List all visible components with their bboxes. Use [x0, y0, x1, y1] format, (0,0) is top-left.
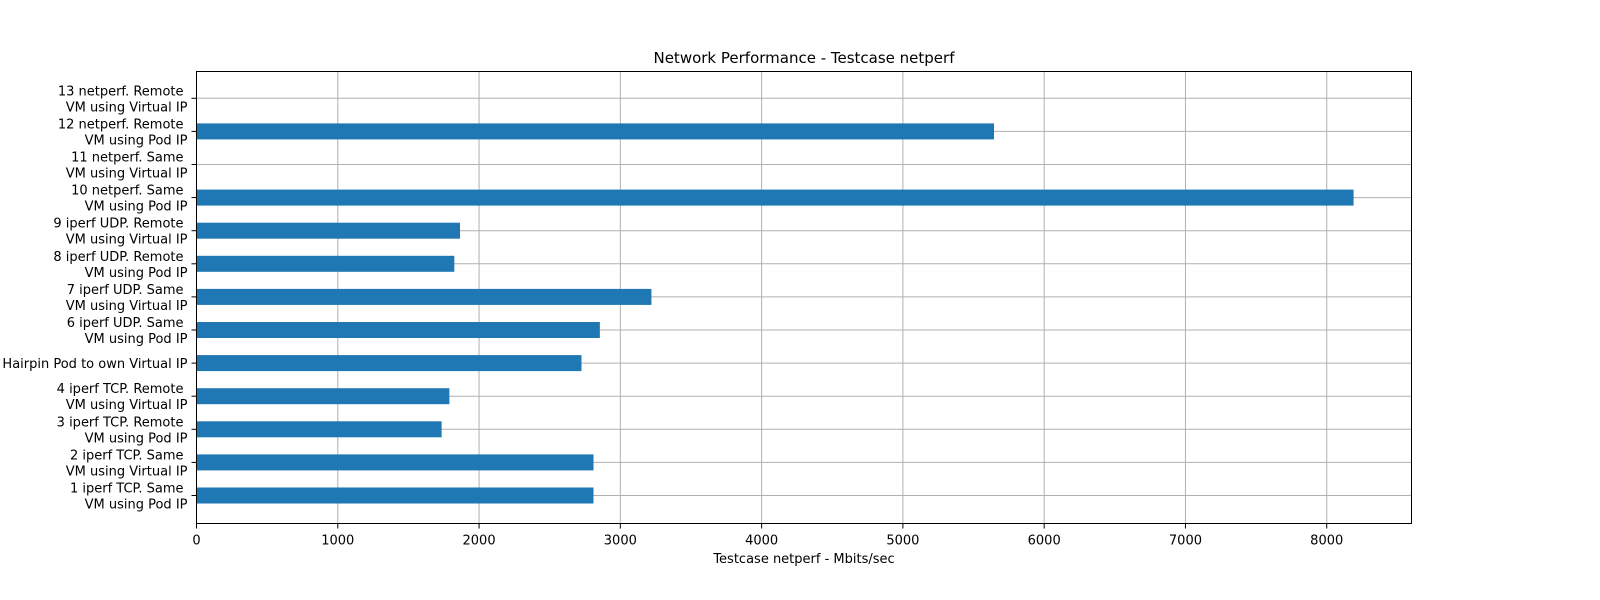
x-tick-label: 7000: [1169, 534, 1202, 549]
y-tick-label-line: VM using Pod IP: [85, 332, 188, 347]
y-tick-label: 7 iperf UDP. Same VM using Virtual IP: [66, 283, 188, 314]
y-tick-label-line: 2 iperf TCP. Same: [70, 448, 184, 463]
x-tick-label: 6000: [1028, 534, 1061, 549]
x-tick-label: 3000: [604, 534, 637, 549]
y-tick-label: 4 iperf TCP. Remote VM using Virtual IP: [57, 382, 188, 413]
y-tick-label: 5 Hairpin Pod to own Virtual IP: [0, 357, 188, 372]
y-tick-label: 11 netperf. Same VM using Virtual IP: [66, 151, 188, 182]
y-tick-label-line: 7 iperf UDP. Same: [67, 283, 184, 298]
y-tick-label-line: VM using Virtual IP: [66, 167, 188, 182]
bar: [196, 487, 594, 504]
y-tick-label-line: 12 netperf. Remote: [58, 117, 184, 132]
bar: [196, 322, 600, 338]
y-tick-label-line: VM using Virtual IP: [66, 398, 188, 413]
x-tick-label: 8000: [1310, 534, 1343, 549]
y-tick-label: 1 iperf TCP. Same VM using Pod IP: [70, 482, 188, 513]
bar: [196, 123, 995, 140]
y-tick-label-line: VM using Pod IP: [85, 498, 188, 513]
bars: [196, 123, 1354, 504]
x-tick-label: 2000: [463, 534, 496, 549]
y-tick-label: 3 iperf TCP. Remote VM using Pod IP: [57, 415, 188, 446]
y-tick-label: 8 iperf UDP. Remote VM using Pod IP: [53, 250, 187, 281]
y-tick-label: 10 netperf. Same VM using Pod IP: [71, 184, 188, 215]
y-tick-label: 12 netperf. Remote VM using Pod IP: [58, 117, 188, 148]
y-tick-label: 9 iperf UDP. Remote VM using Virtual IP: [53, 217, 187, 248]
y-tick-label-line: 6 iperf UDP. Same: [67, 316, 184, 331]
bar: [196, 388, 450, 405]
y-tick-label-line: 9 iperf UDP. Remote: [53, 217, 183, 232]
x-axis-ticks: 0 1000 2000 3000 4000 5000 6000 7000 8000: [192, 523, 1343, 549]
y-axis-ticks: 1 iperf TCP. Same VM using Pod IP2 iperf …: [0, 84, 197, 513]
bar: [196, 454, 594, 471]
x-axis-label: Testcase netperf - Mbits/sec: [712, 552, 894, 567]
x-tick-label: 5000: [886, 534, 919, 549]
y-tick-label-line: VM using Pod IP: [85, 431, 188, 446]
y-tick-label-line: VM using Virtual IP: [66, 464, 188, 479]
x-tick-label: 4000: [745, 534, 778, 549]
x-tick-label: 0: [192, 534, 200, 549]
x-tick-label: 1000: [321, 534, 354, 549]
y-tick-label: 6 iperf UDP. Same VM using Pod IP: [67, 316, 188, 347]
y-tick-label-line: VM using Virtual IP: [66, 299, 188, 314]
bar: [196, 421, 442, 438]
bar: [196, 288, 652, 305]
y-tick-label-line: 4 iperf TCP. Remote: [57, 382, 184, 397]
y-tick-label: 2 iperf TCP. Same VM using Virtual IP: [66, 448, 188, 479]
y-tick-label-line: VM using Virtual IP: [66, 100, 188, 115]
y-tick-label-line: 3 iperf TCP. Remote: [57, 415, 184, 430]
bar: [196, 222, 460, 239]
y-tick-label-line: VM using Pod IP: [85, 266, 188, 281]
y-tick-label-line: 10 netperf. Same: [71, 184, 183, 199]
chart-title: Network Performance - Testcase netperf: [653, 49, 955, 67]
y-tick-label-line: 11 netperf. Same: [71, 151, 183, 166]
y-tick-label-line: VM using Pod IP: [85, 133, 188, 148]
y-tick-label-line: 8 iperf UDP. Remote: [53, 250, 183, 265]
y-tick-label-line: VM using Pod IP: [85, 200, 188, 215]
y-tick-label: 13 netperf. Remote VM using Virtual IP: [58, 84, 188, 115]
bar: [196, 355, 582, 372]
y-tick-label-line: VM using Virtual IP: [66, 233, 188, 248]
plot-frame: [196, 71, 1412, 524]
bar: [196, 189, 1354, 206]
y-tick-label-line: 13 netperf. Remote: [58, 84, 184, 99]
y-tick-label-line: 5 Hairpin Pod to own Virtual IP: [0, 357, 188, 372]
y-tick-label-line: 1 iperf TCP. Same: [70, 482, 184, 497]
bar: [196, 255, 455, 272]
